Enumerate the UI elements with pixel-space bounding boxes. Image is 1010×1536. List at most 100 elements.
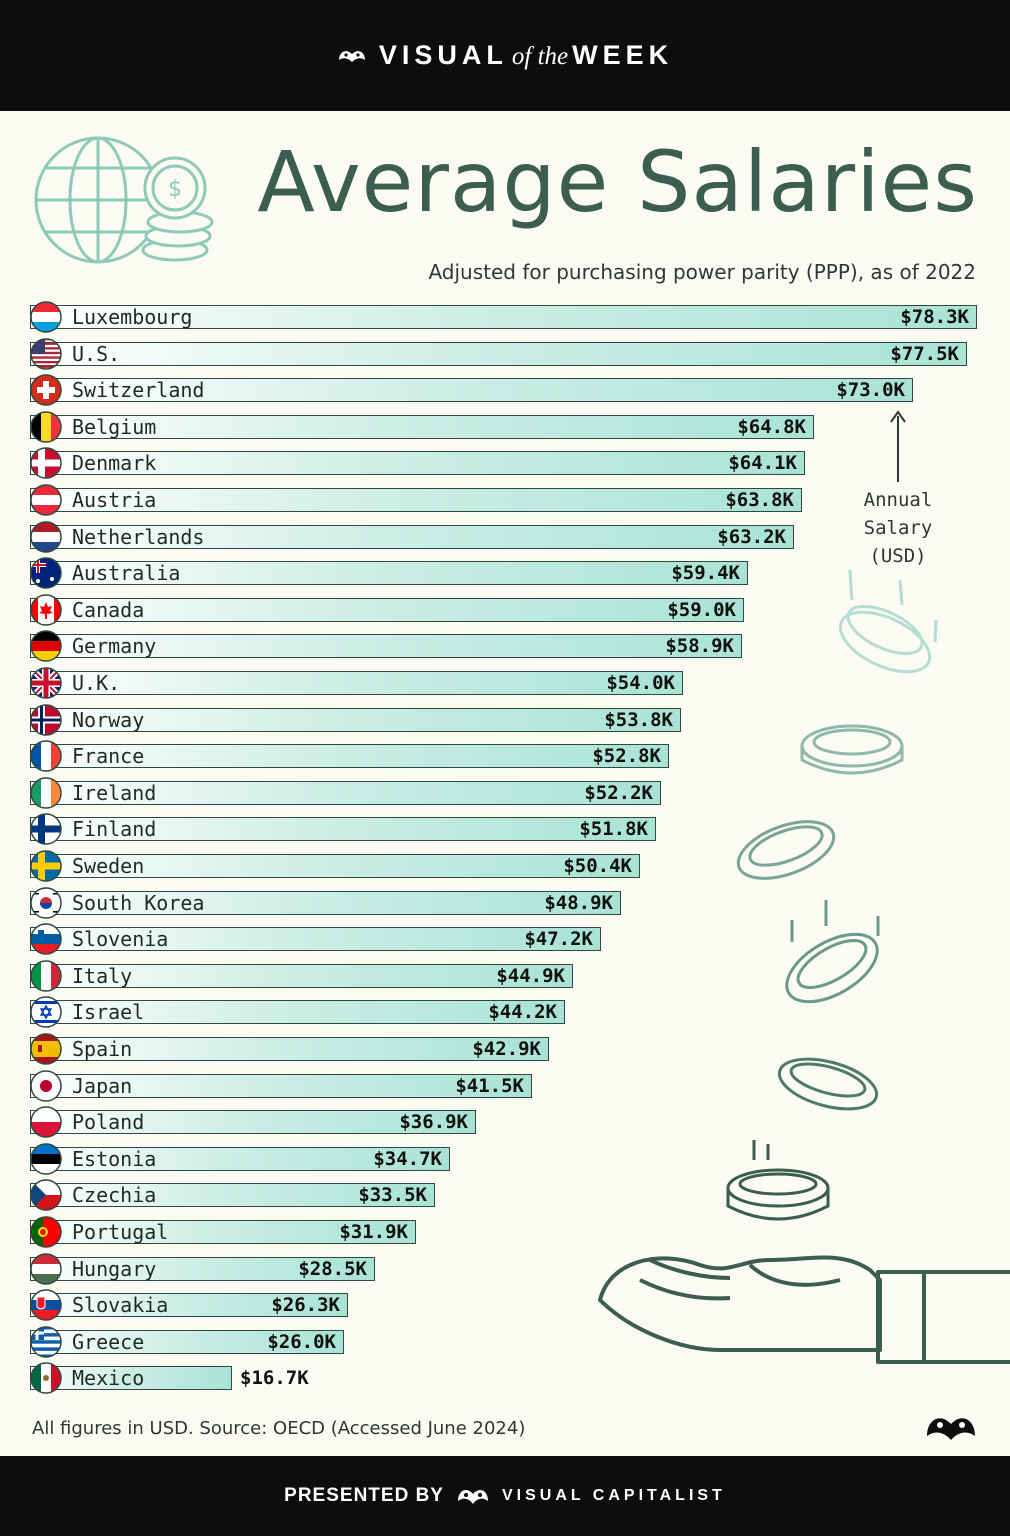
- us-flag-icon: [30, 337, 62, 374]
- bar-u-s: [30, 341, 967, 366]
- bird-logo-icon: [457, 1490, 488, 1504]
- bar-spain: [30, 1037, 549, 1061]
- switzerland-flag-icon: [30, 374, 62, 410]
- category-label: Slovenia: [72, 927, 169, 952]
- value-label: $28.5K: [298, 1257, 367, 1280]
- poland-flag-icon: [30, 1106, 62, 1142]
- value-label: $63.2K: [717, 525, 786, 548]
- value-label: $77.5K: [890, 342, 959, 365]
- visual-capitalist-logo-icon: [927, 1418, 975, 1440]
- bar-sweden: [30, 854, 640, 878]
- austria-flag-icon: [30, 484, 62, 520]
- bar-finland: [30, 817, 656, 842]
- bar-hungary: [30, 1256, 375, 1281]
- netherlands-flag-icon: [30, 520, 62, 557]
- bar-italy: [30, 963, 573, 988]
- category-label: Luxembourg: [72, 305, 193, 329]
- up-arrow-icon: [890, 410, 906, 482]
- uk-flag-icon: [30, 667, 62, 703]
- greece-flag-icon: [30, 1326, 62, 1362]
- mexico-flag-icon: [30, 1362, 62, 1398]
- brand-logo: VISUAL of the WEEK: [337, 40, 673, 71]
- category-label: Netherlands: [72, 524, 205, 549]
- finland-flag-icon: [30, 813, 62, 849]
- category-label: Denmark: [72, 451, 157, 476]
- bar-luxembourg: [30, 305, 977, 329]
- value-label: $41.5K: [455, 1074, 524, 1097]
- bar-poland: [30, 1110, 476, 1135]
- category-label: France: [72, 744, 145, 769]
- italy-flag-icon: [30, 960, 62, 996]
- category-label: Australia: [72, 561, 181, 586]
- category-label: Greece: [72, 1329, 145, 1354]
- category-label: Slovakia: [72, 1293, 169, 1318]
- bar-belgium: [30, 414, 814, 439]
- bar-portugal: [30, 1220, 416, 1244]
- category-label: Estonia: [72, 1146, 157, 1171]
- bar-netherlands: [30, 524, 794, 549]
- czechia-flag-icon: [30, 1179, 62, 1215]
- category-label: Belgium: [72, 414, 157, 439]
- page-title: Average Salaries: [257, 133, 978, 231]
- category-label: Sweden: [72, 854, 145, 878]
- value-label: $73.0K: [836, 379, 905, 402]
- norway-flag-icon: [30, 703, 62, 740]
- value-label: $33.5K: [358, 1184, 427, 1207]
- luxembourg-flag-icon: [30, 301, 62, 337]
- bar-south-korea: [30, 890, 621, 915]
- france-flag-icon: [30, 740, 62, 776]
- category-label: South Korea: [72, 890, 205, 915]
- category-label: Spain: [72, 1037, 133, 1061]
- bar-ireland: [30, 780, 661, 805]
- category-label: Italy: [72, 963, 133, 988]
- page-subtitle: Adjusted for purchasing power parity (PP…: [428, 260, 976, 284]
- value-label: $31.9K: [339, 1221, 408, 1243]
- slovakia-flag-icon: [30, 1289, 62, 1325]
- portugal-flag-icon: [30, 1216, 62, 1252]
- bar-estonia: [30, 1146, 450, 1171]
- category-label: U.S.: [72, 341, 121, 366]
- estonia-flag-icon: [30, 1143, 62, 1179]
- value-label: $44.2K: [488, 1001, 557, 1024]
- presented-by-text: PRESENTED BY: [284, 1485, 444, 1506]
- germany-flag-icon: [30, 630, 62, 666]
- source-footnote: All figures in USD. Source: OECD (Access…: [32, 1418, 526, 1439]
- category-label: Finland: [72, 817, 157, 842]
- value-label: $64.1K: [728, 452, 797, 475]
- globe-coins-icon: $: [34, 136, 214, 264]
- category-label: Poland: [72, 1110, 145, 1135]
- bottom-banner: PRESENTED BY VISUAL CAPITALIST: [0, 1456, 1010, 1536]
- slovenia-flag-icon: [30, 923, 62, 959]
- australia-flag-icon: [30, 557, 62, 593]
- category-label: Switzerland: [72, 378, 205, 403]
- category-label: Czechia: [72, 1183, 157, 1208]
- bar-switzerland: [30, 378, 913, 403]
- israel-flag-icon: [30, 996, 62, 1032]
- annotation-line-1: Annual: [863, 489, 933, 511]
- bar-israel: [30, 1000, 565, 1025]
- axis-annotation: Annual Salary (USD): [830, 486, 966, 570]
- category-label: Portugal: [72, 1220, 169, 1244]
- bar-czechia: [30, 1183, 435, 1208]
- annotation-line-2: Salary (USD): [863, 517, 933, 567]
- bar-austria: [30, 488, 802, 512]
- south-korea-flag-icon: [30, 886, 62, 923]
- category-label: Canada: [72, 597, 145, 622]
- category-label: U.K.: [72, 671, 121, 695]
- denmark-flag-icon: [30, 447, 62, 483]
- category-label: Japan: [72, 1073, 133, 1098]
- bar-france: [30, 744, 669, 769]
- hungary-flag-icon: [30, 1252, 62, 1289]
- value-label: $78.3K: [900, 306, 969, 328]
- falling-coins-hand-illustration: [598, 569, 1010, 1364]
- bird-logo-icon: [338, 50, 365, 62]
- bar-japan: [30, 1073, 532, 1098]
- sweden-flag-icon: [30, 850, 62, 886]
- value-label: $42.9K: [472, 1038, 541, 1060]
- value-label: $44.9K: [496, 964, 565, 987]
- bar-slovenia: [30, 927, 601, 952]
- category-label: Hungary: [72, 1256, 157, 1281]
- value-label: $26.3K: [271, 1294, 340, 1317]
- value-label: $26.0K: [267, 1330, 336, 1353]
- bar-mexico: [30, 1366, 232, 1391]
